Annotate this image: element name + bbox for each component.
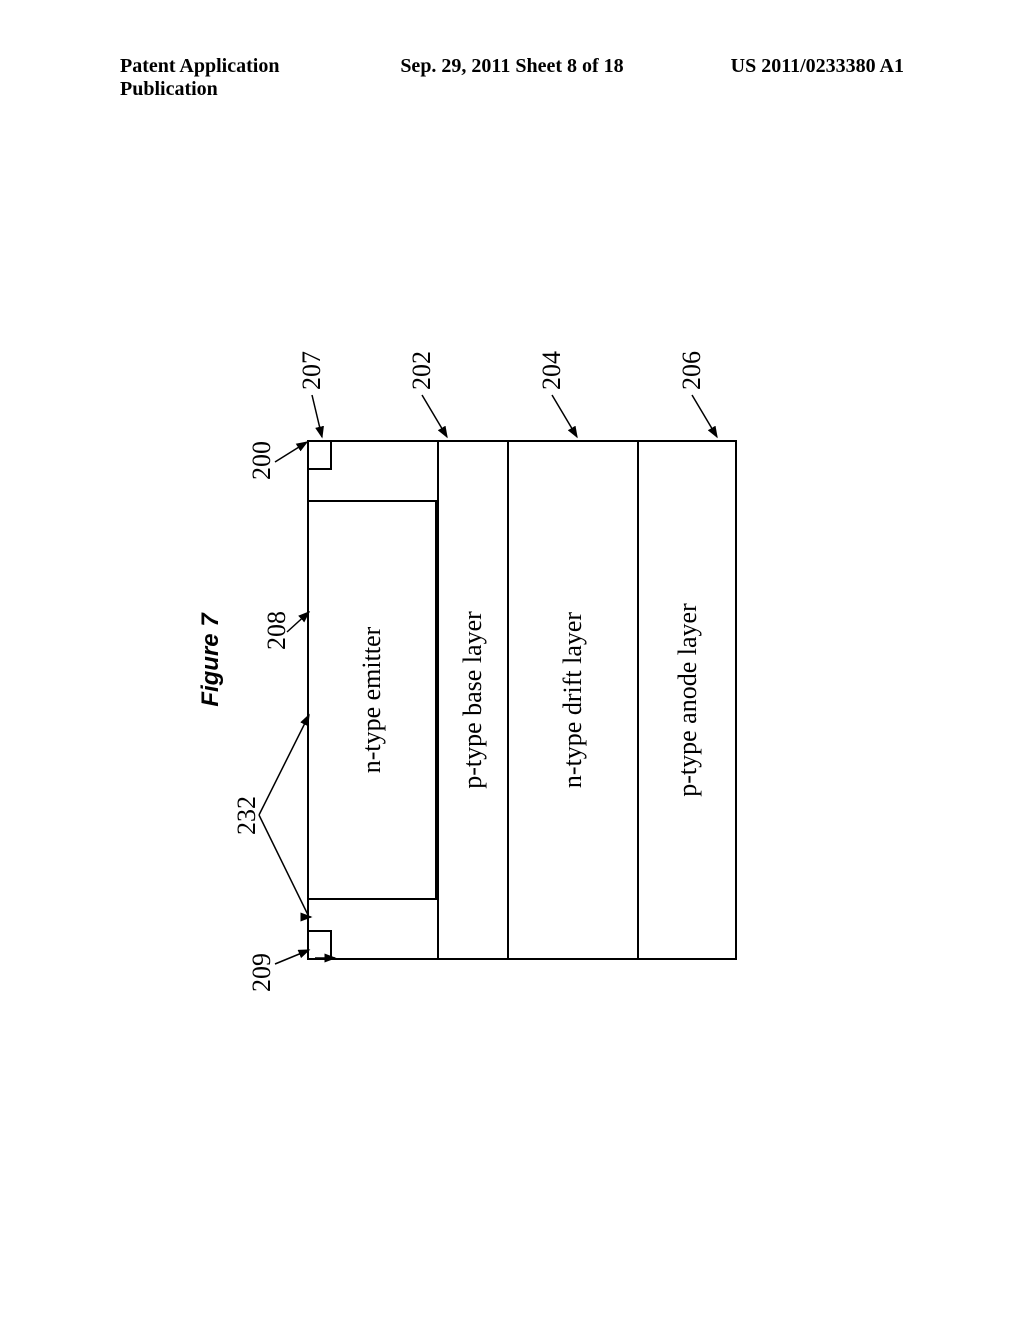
drift-layer: n-type drift layer xyxy=(507,440,637,960)
anode-label: p-type anode layer xyxy=(673,603,703,796)
emitter-label: n-type emitter xyxy=(357,627,387,774)
figure-container: Figure 7 209 232 208 200 207 202 204 206 xyxy=(237,310,787,1010)
header-pub-number: US 2011/0233380 A1 xyxy=(643,55,904,101)
anode-layer: p-type anode layer xyxy=(637,440,737,960)
page-header: Patent Application Publication Sep. 29, … xyxy=(0,55,1024,101)
drift-label: n-type drift layer xyxy=(558,612,588,788)
header-date-sheet: Sep. 29, 2011 Sheet 8 of 18 xyxy=(381,55,642,101)
small-box-left xyxy=(307,930,332,960)
figure-title: Figure 7 xyxy=(197,613,225,706)
diagram: n-type emitter p-type base layer n-type … xyxy=(307,440,737,960)
base-label: p-type base layer xyxy=(458,611,488,789)
emitter-layer: n-type emitter xyxy=(307,500,437,900)
small-box-right xyxy=(307,440,332,470)
header-publication: Patent Application Publication xyxy=(120,55,381,101)
base-layer: p-type base layer xyxy=(437,440,507,960)
